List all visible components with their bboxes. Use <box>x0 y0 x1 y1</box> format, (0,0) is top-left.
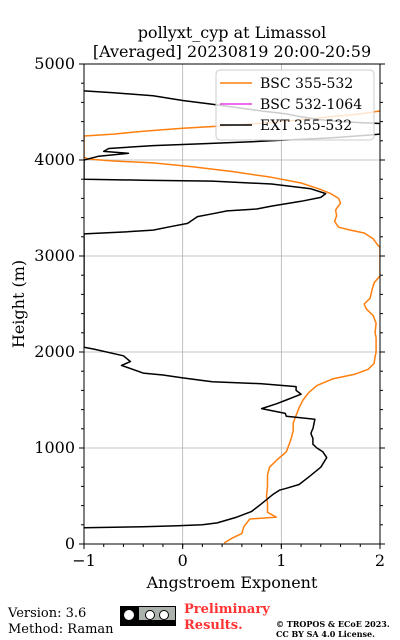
y-tick-label: 1000 <box>34 438 75 457</box>
y-tick-label: 5000 <box>34 54 75 73</box>
preliminary-line-2: Results. <box>184 618 243 633</box>
legend-label-bsc-532-1064: BSC 532-1064 <box>260 97 362 113</box>
version-text: Version: 3.6 <box>8 606 87 621</box>
y-axis-label: Height (m) <box>9 260 28 348</box>
angstroem-profile-chart: pollyxt_cyp at Limassol [Averaged] 20230… <box>9 23 385 592</box>
legend-label-ext-355-532: EXT 355-532 <box>260 118 352 134</box>
chart-subtitle: [Averaged] 20230819 20:00-20:59 <box>93 42 371 61</box>
preliminary-notice: Preliminary Results. <box>184 602 270 634</box>
x-axis-label: Angstroem Exponent <box>146 573 318 592</box>
copyright-notice: © TROPOS & ECoE 2023. CC BY SA 4.0 Licen… <box>276 619 390 639</box>
y-tick-label: 0 <box>65 534 75 553</box>
x-tick-label: 2 <box>375 551 385 570</box>
method-text: Method: Raman <box>8 622 114 637</box>
chart-title: pollyxt_cyp at Limassol <box>138 23 327 42</box>
footer-info: Version: 3.6 Method: Raman <box>8 606 114 638</box>
series-line-bsc-355-532 <box>84 110 380 544</box>
y-tick-label: 3000 <box>34 246 75 265</box>
y-tick-label: 2000 <box>34 342 75 361</box>
y-tick-label: 4000 <box>34 150 75 169</box>
preliminary-line-1: Preliminary <box>184 602 270 617</box>
x-tick-label: 1 <box>276 551 286 570</box>
copyright-line-2: CC BY SA 4.0 License. <box>276 629 375 639</box>
copyright-line-1: © TROPOS & ECoE 2023. <box>276 619 390 629</box>
legend: BSC 355-532 BSC 532-1064 EXT 355-532 <box>215 69 375 141</box>
x-tick-label: −1 <box>72 551 96 570</box>
legend-box <box>215 69 375 141</box>
plot-frame <box>83 63 381 545</box>
cc-by-sa-icon <box>120 606 176 626</box>
series-line-ext-355-532 <box>84 90 380 529</box>
x-tick-label: 0 <box>178 551 188 570</box>
series-lines <box>84 90 380 544</box>
legend-label-bsc-355-532: BSC 355-532 <box>260 76 353 92</box>
